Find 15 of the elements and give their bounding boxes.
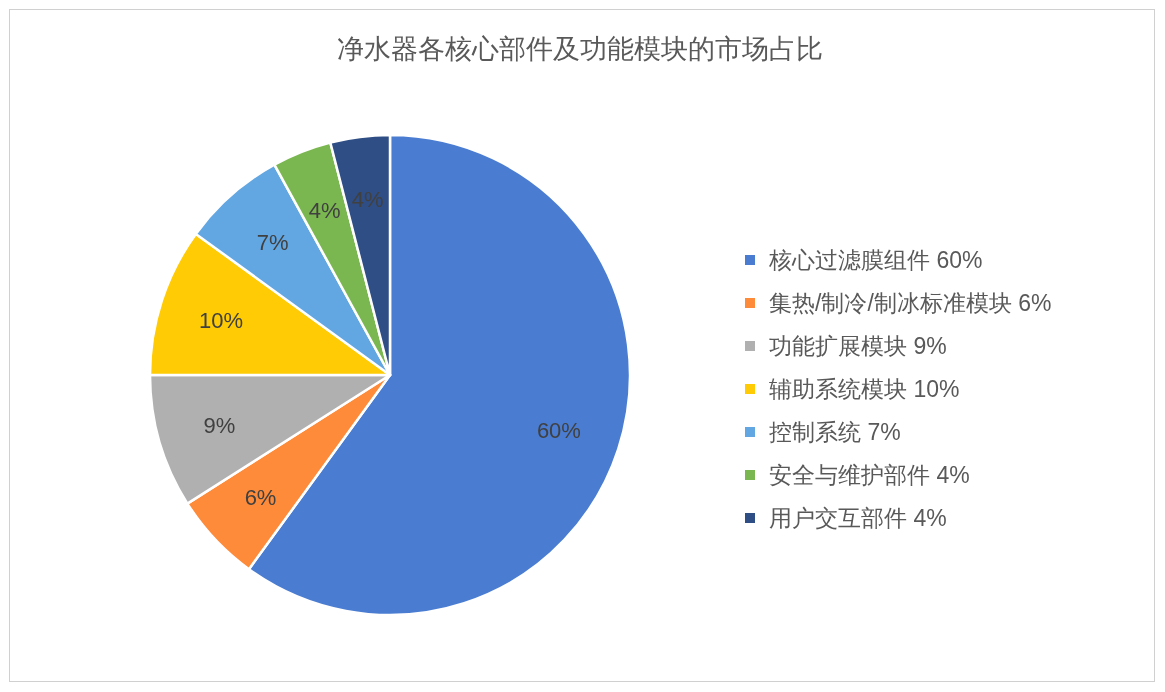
data-label: 9% [203, 412, 236, 438]
legend-label: 核心过滤膜组件 60% [768, 247, 983, 273]
legend-label: 控制系统 7% [769, 419, 901, 445]
data-label: 7% [256, 229, 289, 255]
data-label: 4% [308, 197, 341, 223]
chart-title: 净水器各核心部件及功能模块的市场占比 [337, 34, 823, 64]
legend-label: 安全与维护部件 4% [769, 462, 970, 488]
legend-label: 功能扩展模块 9% [769, 333, 947, 359]
legend-label: 用户交互部件 4% [769, 505, 947, 531]
legend-label: 集热/制冷/制冰标准模块 6% [769, 290, 1052, 316]
data-label: 6% [244, 484, 277, 510]
data-label: 10% [199, 308, 244, 334]
data-label: 4% [351, 186, 384, 212]
data-label: 60% [536, 417, 581, 443]
legend-label: 辅助系统模块 10% [769, 376, 960, 402]
